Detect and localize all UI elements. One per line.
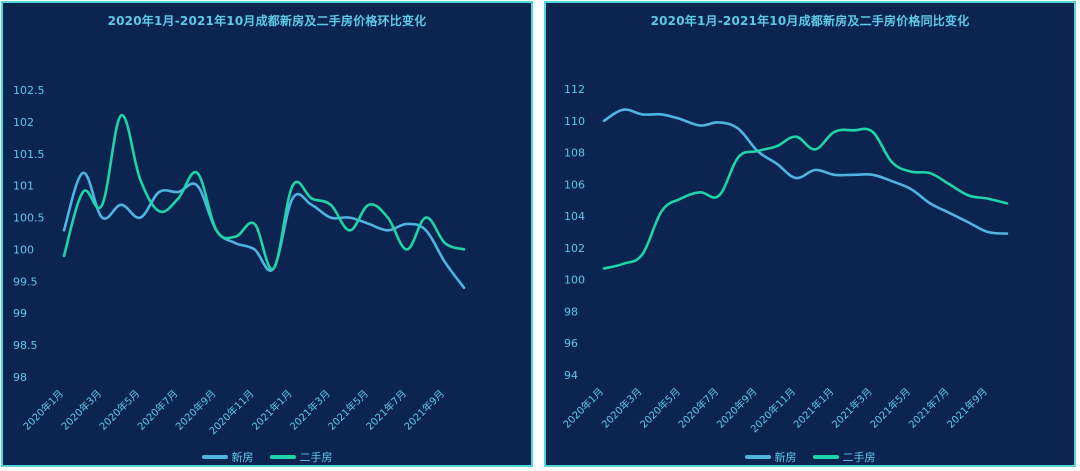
legend-label-second: 二手房 <box>299 451 333 464</box>
y-tick-label: 96 <box>564 337 578 350</box>
x-tick-label: 2021年3月 <box>829 385 875 431</box>
chart-title: 2020年1月-2021年10月成都新房及二手房价格环比变化 <box>107 14 427 28</box>
y-tick-label: 102 <box>564 242 585 255</box>
chart-panel-mom: 2020年1月-2021年10月成都新房及二手房价格环比变化 102.5 102 1… <box>1 1 533 467</box>
series-line-second <box>62 114 466 271</box>
y-tick-label: 98 <box>564 305 578 318</box>
series-line-second <box>602 127 1009 270</box>
y-tick-label: 99.5 <box>13 275 38 288</box>
series-line-new <box>62 171 466 289</box>
x-tick-label: 2020年3月 <box>58 387 104 433</box>
x-tick-label: 2021年7月 <box>363 387 409 433</box>
y-tick-label: 99 <box>13 307 27 320</box>
legend-item-new[interactable]: 新房 <box>744 449 797 465</box>
x-tick-label: 2020年1月 <box>20 387 66 433</box>
y-tick-label: 100 <box>13 243 34 256</box>
x-tick-label: 2021年3月 <box>287 387 333 433</box>
legend-label-second: 二手房 <box>842 451 876 464</box>
series-line-new <box>602 108 1009 235</box>
y-tick-label: 101.5 <box>13 148 45 161</box>
x-tick-label: 2021年7月 <box>906 385 952 431</box>
y-tick-label: 98.5 <box>13 339 38 352</box>
chart-panel-yoy: 2020年1月-2021年10月成都新房及二手房价格同比变化 112 110 108… <box>544 1 1076 467</box>
legend-item-second[interactable]: 二手房 <box>812 449 876 465</box>
chart-plot-mom: 102.5 102 101.5 101 100.5 100 99.5 99 98.5 98 2020… <box>13 84 466 437</box>
x-tick-label: 2020年5月 <box>96 387 142 433</box>
x-tick-label: 2020年5月 <box>637 385 683 431</box>
x-tick-label: 2021年1月 <box>249 387 295 433</box>
chart-title: 2020年1月-2021年10月成都新房及二手房价格同比变化 <box>650 14 970 28</box>
x-tick-label: 2021年9月 <box>401 387 447 433</box>
x-tick-label: 2021年5月 <box>867 385 913 431</box>
y-tick-label: 108 <box>564 147 585 160</box>
legend-item-second[interactable]: 二手房 <box>269 449 333 465</box>
legend: 新房 二手房 <box>546 449 1074 465</box>
x-tick-label: 2021年9月 <box>944 385 990 431</box>
y-tick-label: 102 <box>13 116 34 129</box>
y-tick-label: 110 <box>564 115 585 128</box>
y-tick-label: 104 <box>564 210 585 223</box>
legend-swatch-new <box>201 455 228 459</box>
chart-plot-yoy: 112 110 108 106 104 102 100 98 96 94 2020年1月2020年3… <box>560 83 1009 435</box>
x-tick-label: 2020年7月 <box>675 385 721 431</box>
y-tick-label: 94 <box>564 369 578 382</box>
y-tick-label: 106 <box>564 178 585 191</box>
legend-label-new: 新房 <box>774 451 797 464</box>
legend-item-new[interactable]: 新房 <box>201 449 254 465</box>
x-tick-label: 2020年7月 <box>135 387 181 433</box>
legend-label-new: 新房 <box>231 451 254 464</box>
y-tick-label: 100 <box>564 274 585 287</box>
legend-swatch-second <box>812 455 839 459</box>
x-tick-label: 2020年1月 <box>560 385 606 431</box>
y-tick-label: 98 <box>13 371 27 384</box>
x-tick-label: 2021年5月 <box>325 387 371 433</box>
y-tick-label: 112 <box>564 83 585 96</box>
x-tick-label: 2021年1月 <box>791 385 837 431</box>
y-tick-label: 100.5 <box>13 212 45 225</box>
x-tick-label: 2020年3月 <box>599 385 645 431</box>
legend-swatch-second <box>269 455 296 459</box>
legend-swatch-new <box>744 455 771 459</box>
legend: 新房 二手房 <box>3 449 531 465</box>
y-tick-label: 102.5 <box>13 84 45 97</box>
y-tick-label: 101 <box>13 180 34 193</box>
